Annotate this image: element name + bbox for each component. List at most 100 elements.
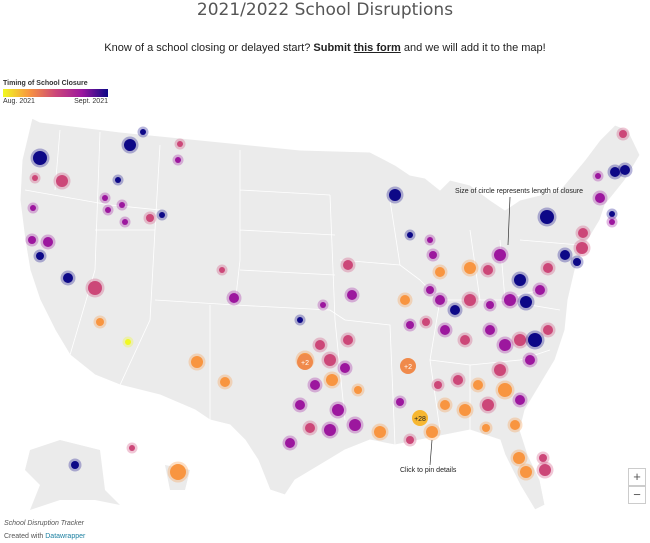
- closure-marker[interactable]: [146, 214, 154, 222]
- closure-marker[interactable]: [464, 294, 476, 306]
- closure-marker[interactable]: [102, 195, 108, 201]
- closure-marker[interactable]: [576, 242, 588, 254]
- closure-marker[interactable]: [499, 339, 511, 351]
- zoom-out-button[interactable]: −: [628, 486, 646, 504]
- closure-marker[interactable]: [440, 400, 450, 410]
- closure-marker[interactable]: [175, 157, 181, 163]
- closure-marker[interactable]: [191, 356, 203, 368]
- closure-marker[interactable]: [498, 383, 512, 397]
- closure-marker[interactable]: [324, 424, 336, 436]
- closure-marker[interactable]: [295, 400, 305, 410]
- closure-marker[interactable]: [324, 354, 336, 366]
- closure-marker[interactable]: [343, 260, 353, 270]
- closure-marker[interactable]: [354, 386, 362, 394]
- closure-marker[interactable]: [56, 175, 68, 187]
- closure-marker[interactable]: [33, 151, 47, 165]
- closure-marker[interactable]: [119, 202, 125, 208]
- closure-marker[interactable]: [450, 305, 460, 315]
- closure-marker[interactable]: [332, 404, 344, 416]
- closure-marker[interactable]: [320, 302, 326, 308]
- closure-marker[interactable]: [539, 464, 551, 476]
- closure-marker[interactable]: [514, 274, 526, 286]
- closure-marker[interactable]: [96, 318, 104, 326]
- closure-marker[interactable]: [440, 325, 450, 335]
- closure-marker[interactable]: [326, 374, 338, 386]
- closure-marker[interactable]: [540, 210, 554, 224]
- closure-marker[interactable]: [504, 294, 516, 306]
- closure-marker[interactable]: [32, 175, 38, 181]
- closure-marker[interactable]: [426, 426, 438, 438]
- closure-marker[interactable]: [297, 317, 303, 323]
- form-link[interactable]: this form: [353, 42, 401, 54]
- closure-marker[interactable]: [539, 454, 547, 462]
- closure-marker[interactable]: [560, 250, 570, 260]
- zoom-in-button[interactable]: +: [628, 468, 646, 486]
- closure-marker[interactable]: [482, 399, 494, 411]
- closure-marker[interactable]: [122, 219, 128, 225]
- closure-marker[interactable]: [543, 263, 553, 273]
- closure-marker[interactable]: [543, 325, 553, 335]
- closure-marker[interactable]: [435, 267, 445, 277]
- closure-marker[interactable]: [486, 301, 494, 309]
- closure-marker[interactable]: [406, 436, 414, 444]
- closure-marker[interactable]: [578, 228, 588, 238]
- closure-marker[interactable]: [459, 404, 471, 416]
- closure-marker[interactable]: [520, 466, 532, 478]
- closure-marker[interactable]: [514, 334, 526, 346]
- closure-marker[interactable]: [494, 249, 506, 261]
- closure-marker[interactable]: [426, 286, 434, 294]
- closure-marker[interactable]: [347, 290, 357, 300]
- closure-marker[interactable]: [30, 205, 36, 211]
- closure-marker[interactable]: [528, 333, 542, 347]
- closure-marker[interactable]: [170, 464, 186, 480]
- closure-marker[interactable]: [595, 173, 601, 179]
- us-map[interactable]: +2 +2 +28: [0, 100, 650, 520]
- closure-marker[interactable]: [63, 273, 73, 283]
- cluster-marker[interactable]: [400, 358, 416, 374]
- closure-marker[interactable]: [427, 237, 433, 243]
- closure-markers[interactable]: +2 +2 +28: [25, 126, 633, 483]
- closure-marker[interactable]: [305, 423, 315, 433]
- closure-marker[interactable]: [513, 452, 525, 464]
- closure-marker[interactable]: [595, 193, 605, 203]
- closure-marker[interactable]: [220, 377, 230, 387]
- closure-marker[interactable]: [88, 281, 102, 295]
- closure-marker[interactable]: [36, 252, 44, 260]
- closure-marker[interactable]: [374, 426, 386, 438]
- closure-marker[interactable]: [464, 262, 476, 274]
- closure-marker[interactable]: [140, 129, 146, 135]
- closure-marker[interactable]: [315, 340, 325, 350]
- closure-marker[interactable]: [71, 461, 79, 469]
- closure-marker[interactable]: [619, 130, 627, 138]
- closure-marker[interactable]: [610, 167, 620, 177]
- closure-marker[interactable]: [124, 139, 136, 151]
- closure-marker[interactable]: [483, 265, 493, 275]
- closure-marker[interactable]: [229, 293, 239, 303]
- closure-marker[interactable]: [460, 335, 470, 345]
- closure-marker[interactable]: [125, 339, 131, 345]
- closure-marker[interactable]: [396, 398, 404, 406]
- cluster-marker[interactable]: [297, 354, 313, 370]
- closure-marker[interactable]: [435, 295, 445, 305]
- closure-marker[interactable]: [515, 395, 525, 405]
- closure-marker[interactable]: [620, 165, 630, 175]
- closure-marker[interactable]: [349, 419, 361, 431]
- closure-marker[interactable]: [473, 380, 483, 390]
- closure-marker[interactable]: [494, 364, 506, 376]
- closure-marker[interactable]: [510, 420, 520, 430]
- closure-marker[interactable]: [485, 325, 495, 335]
- closure-marker[interactable]: [407, 232, 413, 238]
- closure-marker[interactable]: [422, 318, 430, 326]
- closure-marker[interactable]: [609, 211, 615, 217]
- closure-marker[interactable]: [434, 381, 442, 389]
- closure-marker[interactable]: [482, 424, 490, 432]
- closure-marker[interactable]: [535, 285, 545, 295]
- closure-marker[interactable]: [159, 212, 165, 218]
- closure-marker[interactable]: [105, 207, 111, 213]
- cluster-marker[interactable]: [412, 410, 428, 426]
- closure-marker[interactable]: [400, 295, 410, 305]
- closure-marker[interactable]: [429, 251, 437, 259]
- closure-marker[interactable]: [343, 335, 353, 345]
- closure-marker[interactable]: [177, 141, 183, 147]
- closure-marker[interactable]: [609, 219, 615, 225]
